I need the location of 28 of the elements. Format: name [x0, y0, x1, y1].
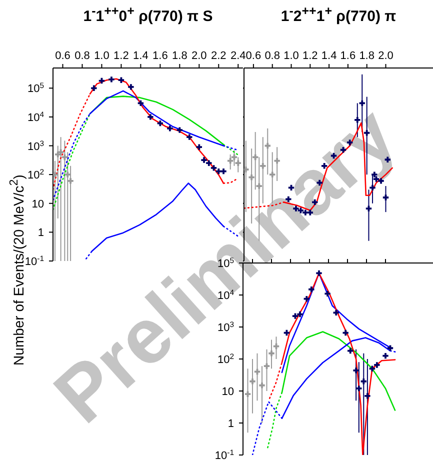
x-tick-label: 1.2: [302, 50, 318, 62]
x-tick-label: 1.4: [321, 50, 337, 62]
x-tick-label: 0.8: [74, 50, 90, 62]
y-tick-label: 10$^{-1}$: [214, 448, 234, 460]
x-tick-label: 1.6: [152, 50, 168, 62]
x-tick-label: 1.4: [133, 50, 148, 62]
x-tick-label: 0.6: [55, 50, 70, 62]
y-tick-label: 1: [38, 227, 44, 240]
y-tick-label: 10: [32, 198, 44, 210]
x-tick-label: 1.8: [359, 50, 374, 62]
x-tick-label: 1.0: [284, 50, 299, 62]
y-tick-label: 10$^{4}$: [27, 109, 45, 124]
x-tick-label: 0.8: [264, 50, 280, 62]
x-tick-label: 0.6: [246, 50, 262, 62]
x-tick-label: 2.2: [210, 50, 226, 62]
x-tick-label: 2.4: [230, 50, 246, 62]
y-tick-label: 10$^{-1}$: [24, 254, 44, 268]
x-tick-label: 1.0: [94, 50, 110, 62]
x-tick-label: 2.0: [192, 50, 207, 62]
x-tick-label: 1.6: [340, 50, 356, 62]
y-tick-label: 10$^{2}$: [27, 167, 44, 182]
y-tick-label: 10$^{5}$: [27, 80, 44, 96]
x-tick-label: 1.2: [114, 50, 129, 62]
y-tick-label: 10$^{3}$: [27, 138, 44, 153]
x-tick-label: 2.0: [378, 50, 394, 62]
chart-title: 1$^{-}$2$^{++}$1$^{+}$ ρ(770) π: [280, 4, 398, 25]
x-tick-label: 1.8: [172, 50, 188, 62]
chart-title: 1$^{-}$1$^{++}$0$^{+}$ ρ(770) π S: [82, 4, 214, 25]
